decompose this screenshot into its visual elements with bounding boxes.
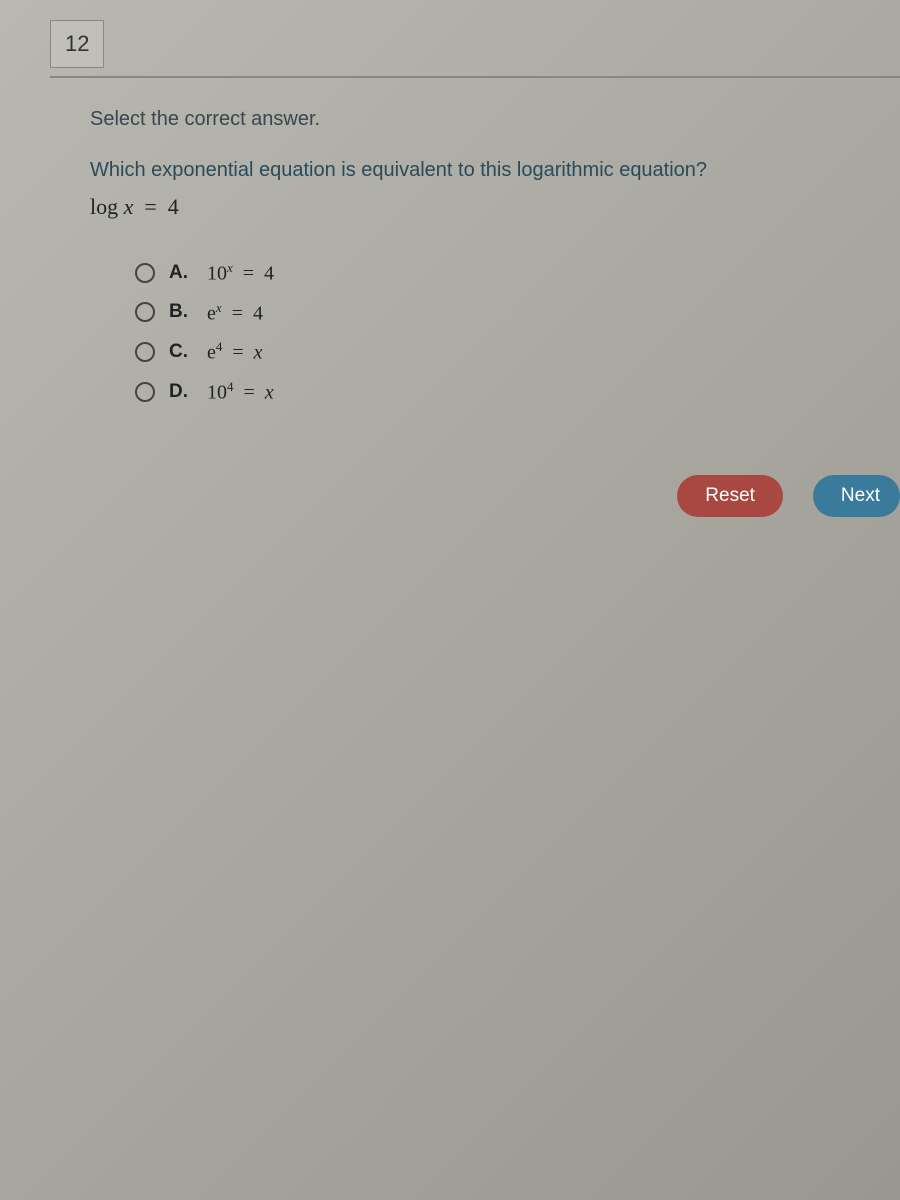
question-number: 12 [50, 20, 104, 68]
option-d[interactable]: D. 104 = x [135, 379, 900, 405]
question-prompt: Which exponential equation is equivalent… [90, 159, 900, 182]
option-letter: D. [169, 381, 199, 403]
option-letter: A. [169, 262, 199, 284]
question-content: Select the correct answer. Which exponen… [50, 108, 900, 405]
next-button[interactable]: Next [813, 475, 900, 517]
question-container: 12 Select the correct answer. Which expo… [50, 20, 900, 517]
radio-icon[interactable] [135, 342, 155, 362]
radio-icon[interactable] [135, 263, 155, 283]
radio-icon[interactable] [135, 302, 155, 322]
radio-icon[interactable] [135, 382, 155, 402]
button-row: Reset Next [50, 475, 900, 517]
option-math: 10x = 4 [207, 260, 274, 286]
option-math: 104 = x [207, 379, 274, 405]
header-divider [50, 76, 900, 78]
options-list: A. 10x = 4 B. ex = 4 C. e4 = x D. 104 = … [90, 260, 900, 405]
option-letter: B. [169, 301, 199, 323]
option-math: ex = 4 [207, 300, 263, 326]
option-math: e4 = x [207, 339, 263, 365]
question-equation: log x = 4 [90, 194, 900, 220]
option-a[interactable]: A. 10x = 4 [135, 260, 900, 286]
option-b[interactable]: B. ex = 4 [135, 300, 900, 326]
option-c[interactable]: C. e4 = x [135, 339, 900, 365]
question-number-row: 12 [50, 20, 900, 68]
instruction-text: Select the correct answer. [90, 108, 900, 131]
reset-button[interactable]: Reset [677, 475, 783, 517]
option-letter: C. [169, 341, 199, 363]
